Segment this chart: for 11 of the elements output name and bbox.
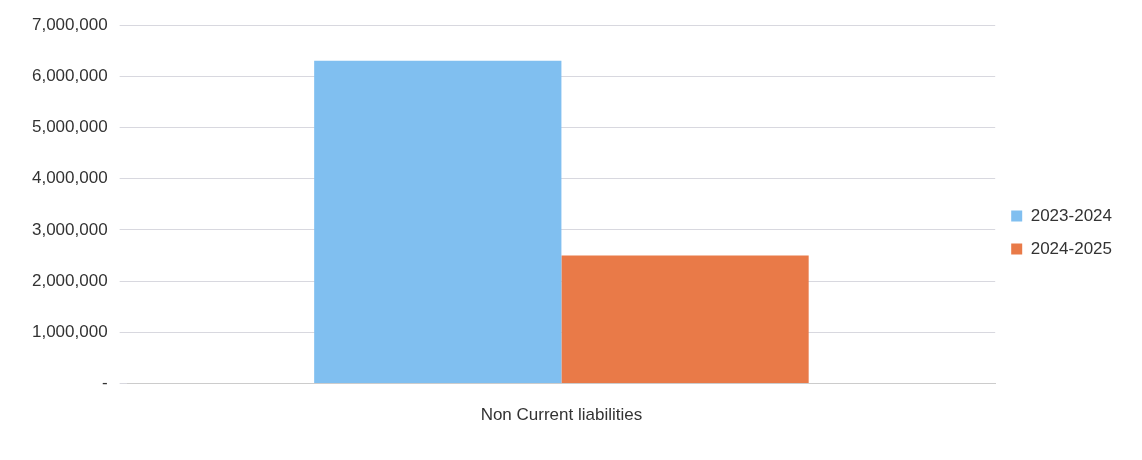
y-tick-label: 2,000,000 — [31, 270, 108, 290]
legend-label: 2023-2024 — [1030, 205, 1113, 225]
y-tick-label: 5,000,000 — [31, 117, 108, 137]
x-tick-label: Non Current liabilities — [480, 405, 643, 425]
y-tick-label: 4,000,000 — [31, 168, 108, 188]
y-tick-label: 1,000,000 — [31, 322, 108, 342]
y-tick-label: 6,000,000 — [31, 65, 108, 85]
y-tick-label: - — [101, 373, 108, 393]
y-tick-label: 7,000,000 — [31, 14, 108, 34]
y-tick-label: 3,000,000 — [31, 219, 108, 239]
legend-label: 2024-2025 — [1030, 238, 1113, 258]
